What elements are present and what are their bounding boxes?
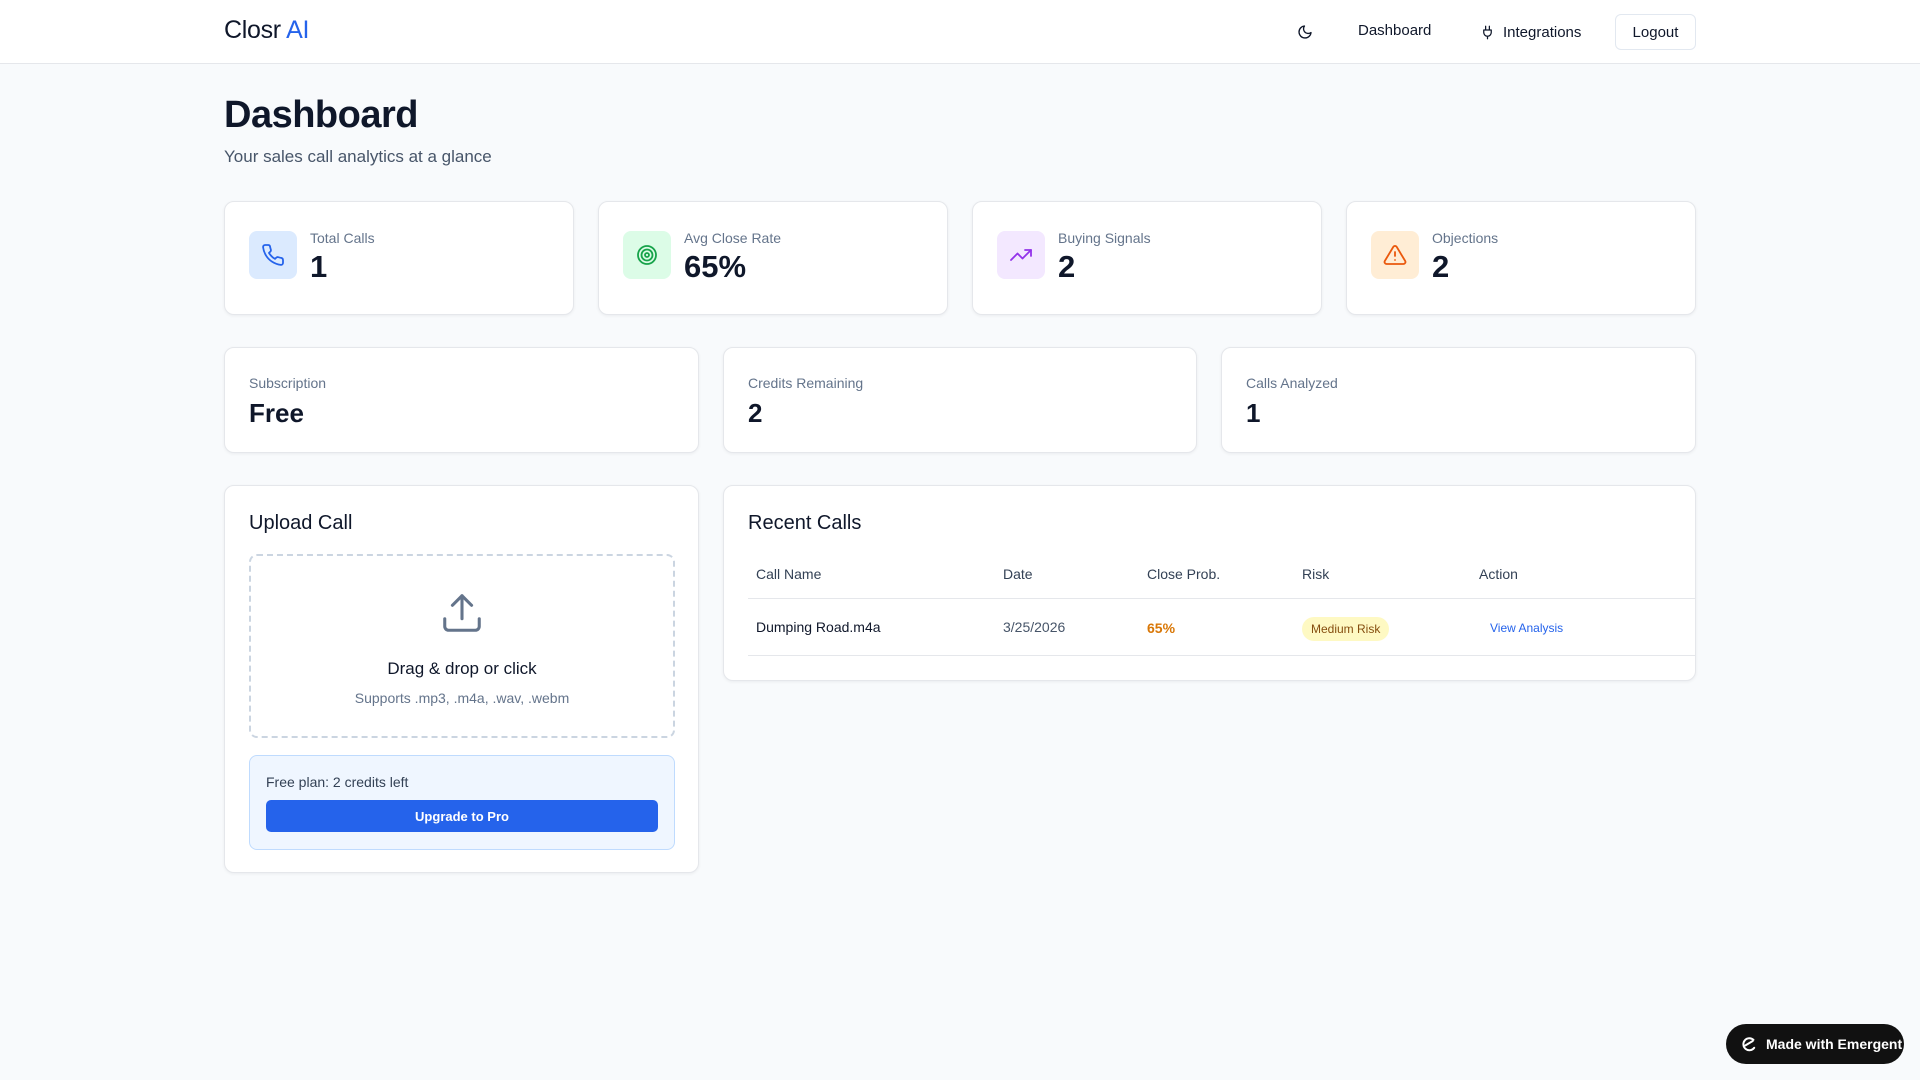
logo-accent-text: AI — [286, 16, 310, 44]
column-header-call-name: Call Name — [756, 566, 822, 582]
stat-label: Objections — [1432, 230, 1499, 246]
moon-icon — [1298, 25, 1312, 39]
stat-card-avg-close-rate: Avg Close Rate 65% — [598, 201, 948, 315]
nav-integrations-label: Integrations — [1503, 23, 1582, 41]
info-value: 1 — [1246, 398, 1261, 428]
phone-icon — [249, 231, 297, 279]
plug-icon — [1483, 25, 1492, 39]
plan-credits-text: Free plan: 2 credits left — [266, 774, 409, 790]
trending-up-icon — [997, 231, 1045, 279]
recent-calls-title: Recent Calls — [748, 512, 862, 534]
risk-badge: Medium Risk — [1302, 617, 1390, 641]
logo-text: Closr — [224, 16, 281, 44]
alert-triangle-icon — [1371, 231, 1419, 279]
call-date-cell: 3/25/2026 — [1003, 619, 1066, 635]
stat-card-buying-signals: Buying Signals 2 — [972, 201, 1322, 315]
recent-calls-card: Recent Calls Call Name Date Close Prob. … — [723, 485, 1696, 681]
column-header-risk: Risk — [1302, 566, 1330, 582]
credits-remaining-card: Credits Remaining 2 — [723, 347, 1197, 453]
column-header-close-prob: Close Prob. — [1147, 566, 1221, 582]
app-logo[interactable]: Closr AI — [224, 16, 309, 45]
stat-card-total-calls: Total Calls 1 — [224, 201, 574, 315]
stat-label: Total Calls — [310, 230, 375, 246]
upload-icon — [443, 594, 481, 632]
info-label: Subscription — [249, 375, 327, 391]
stat-value: 2 — [1432, 249, 1450, 284]
info-label: Calls Analyzed — [1246, 375, 1338, 391]
upgrade-to-pro-button[interactable]: Upgrade to Pro — [266, 800, 658, 832]
stat-label: Buying Signals — [1058, 230, 1151, 246]
stat-value: 2 — [1058, 249, 1076, 284]
column-header-date: Date — [1003, 566, 1033, 582]
info-value: 2 — [748, 398, 763, 428]
table-header-divider — [748, 598, 1696, 599]
info-value: Free — [249, 398, 304, 428]
made-with-emergent-badge[interactable]: Made with Emergent — [1726, 1024, 1904, 1064]
stat-value: 65% — [684, 249, 747, 284]
free-plan-notice: Free plan: 2 credits left Upgrade to Pro — [249, 755, 675, 850]
table-row-divider — [748, 655, 1696, 656]
calls-analyzed-card: Calls Analyzed 1 — [1221, 347, 1696, 453]
close-prob-cell: 65% — [1147, 620, 1176, 636]
page-title: Dashboard — [224, 94, 418, 136]
stat-card-objections: Objections 2 — [1346, 201, 1696, 315]
target-icon — [623, 231, 671, 279]
subscription-card: Subscription Free — [224, 347, 699, 453]
theme-toggle-button[interactable] — [1293, 20, 1317, 44]
badge-label: Made with Emergent — [1766, 1036, 1903, 1052]
stat-label: Avg Close Rate — [684, 230, 782, 246]
nav-dashboard-link[interactable]: Dashboard — [1358, 22, 1432, 39]
info-label: Credits Remaining — [748, 375, 864, 391]
upload-dropzone[interactable]: Drag & drop or click Supports .mp3, .m4a… — [249, 554, 675, 738]
top-nav-bar: Closr AI Dashboard Integrations Logout — [0, 0, 1920, 64]
call-name-cell: Dumping Road.m4a — [756, 619, 881, 635]
logout-button[interactable]: Logout — [1615, 14, 1696, 50]
page-subtitle: Your sales call analytics at a glance — [224, 147, 492, 166]
dropzone-supported-formats: Supports .mp3, .m4a, .wav, .webm — [354, 690, 570, 706]
dropzone-title: Drag & drop or click — [387, 659, 537, 678]
emergent-logo-icon — [1742, 1037, 1756, 1052]
upload-section-title: Upload Call — [249, 512, 353, 534]
upload-call-card: Upload Call Drag & drop or click Support… — [224, 485, 699, 873]
stat-value: 1 — [310, 249, 328, 284]
view-analysis-link[interactable]: View Analysis — [1490, 621, 1564, 635]
nav-integrations-link[interactable]: Integrations — [1480, 20, 1581, 44]
column-header-action: Action — [1479, 566, 1518, 582]
